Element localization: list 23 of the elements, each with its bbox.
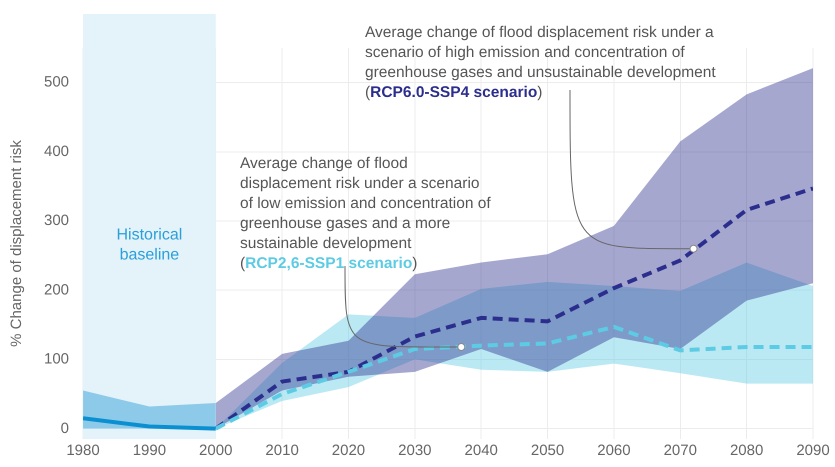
x-tick-label: 2060	[597, 442, 631, 460]
band-label: Historical baseline	[116, 226, 182, 264]
x-tick-label: 2080	[730, 442, 764, 460]
x-tick-label: 2090	[796, 442, 830, 460]
x-tick-label: 1980	[66, 442, 100, 460]
y-tick-label: 200	[44, 281, 70, 298]
y-tick-label: 500	[44, 74, 70, 91]
y-tick-label: 0	[60, 420, 70, 437]
annotation: Average change of flood displacement risk under a scenario of low emission and concentration of greenhouse gases and a more sustainable development (RCP2,6-SSP1 scenario)	[240, 155, 492, 272]
y-tick-label: 100	[44, 350, 70, 368]
x-tick-label: 2050	[530, 442, 564, 460]
x-tick-label: 2000	[199, 442, 232, 460]
x-tick-label: 2040	[464, 442, 498, 460]
x-tick-label: 2030	[398, 442, 432, 460]
y-axis-title: % Change of displacement risk	[8, 140, 26, 347]
line-series	[214, 324, 813, 431]
y-tick-label: 400	[44, 142, 70, 160]
x-tick-label: 1990	[132, 442, 166, 460]
x-tick-label: 2010	[265, 442, 299, 460]
x-tick-label: 2020	[332, 442, 366, 460]
annotation: Average change of flood displacement risk under a scenario of high emission and concentration of greenhouse gases and unsustainable development (RCP6.0-SSP4 scenario)	[365, 24, 716, 101]
y-tick-label: 300	[44, 212, 70, 230]
x-tick-label: 2070	[664, 442, 697, 460]
